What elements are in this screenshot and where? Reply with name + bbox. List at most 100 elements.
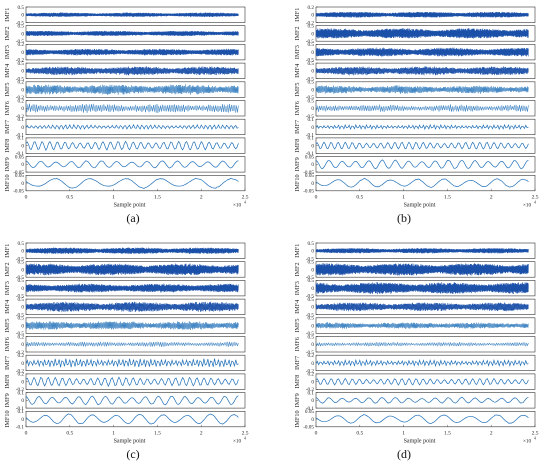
x-tick-label: 2 <box>490 430 493 436</box>
x-tick-label: 0 <box>315 430 318 436</box>
imf-row-imf8: 0.10 -0.1 IMF8 <box>294 136 536 157</box>
x-axis-exponent: ×10 <box>523 438 532 444</box>
signal-trace <box>315 123 529 131</box>
y-tick-label: 0 <box>311 143 314 149</box>
series-label: IMF1 <box>4 244 11 258</box>
y-tick-label: 0 <box>21 286 24 292</box>
y-tick-label: -0.05 <box>303 189 314 195</box>
series-label: IMF9 <box>294 157 301 171</box>
y-tick-label: 0.5 <box>308 80 315 86</box>
series-label: IMF4 <box>294 64 301 78</box>
y-tick-label: 0.05 <box>305 173 314 179</box>
y-tick-label: -0.5 <box>16 294 25 300</box>
series-label: IMF7 <box>294 120 301 134</box>
y-tick-label: 0 <box>21 162 24 168</box>
signal-trace <box>315 104 529 112</box>
signal-trace <box>315 248 529 254</box>
signal-trace <box>315 322 529 329</box>
signal-trace <box>25 247 239 255</box>
y-tick-label: 0.2 <box>308 353 315 359</box>
y-tick-label: 0 <box>311 323 314 329</box>
axes-frame <box>315 410 536 428</box>
y-tick-label: -0.1 <box>16 406 25 412</box>
signal-trace <box>315 66 529 76</box>
x-tick-label: 1.5 <box>444 430 451 436</box>
signal-trace <box>25 178 239 189</box>
series-label: IMF5 <box>4 318 11 332</box>
y-tick-label: 0.05 <box>305 409 314 415</box>
series-label: IMF10 <box>4 410 11 427</box>
series-label: IMF9 <box>4 393 11 407</box>
x-tick-label: 2.5 <box>532 430 539 436</box>
y-tick-label: 0.5 <box>308 42 315 48</box>
y-tick-label: 0 <box>21 181 24 187</box>
x-axis-exponent: ×10 <box>523 202 532 208</box>
x-tick-label: 0 <box>25 194 28 200</box>
y-tick-label: 0 <box>21 249 24 255</box>
y-tick-label: 0.1 <box>18 117 25 123</box>
y-tick-label: -0.5 <box>16 312 25 318</box>
y-tick-label: 0 <box>21 323 24 329</box>
y-tick-label: 0 <box>311 398 314 404</box>
x-tick-label: 1 <box>402 430 405 436</box>
y-tick-label: -0.1 <box>16 425 25 431</box>
y-tick-label: 0.1 <box>18 409 25 415</box>
y-tick-label: 0.1 <box>18 136 25 142</box>
y-tick-label: -0.5 <box>306 58 315 64</box>
y-tick-label: 0.5 <box>18 241 25 247</box>
y-tick-label: -0.1 <box>16 133 25 139</box>
signal-trace <box>315 11 529 18</box>
x-axis-label: Sample point <box>114 202 146 208</box>
signal-trace <box>25 395 239 406</box>
axes-frame <box>315 373 536 390</box>
chart-panel-0: 0.50-0.5IMF10.50-0.5IMF20.20-0.2IMF30.50… <box>4 5 249 209</box>
y-tick-label: 0.05 <box>305 154 314 160</box>
y-tick-label: 0 <box>311 181 314 187</box>
x-axis-exponent-power: 4 <box>534 436 536 440</box>
y-tick-label: 0 <box>311 342 314 348</box>
axes-frame <box>315 175 536 192</box>
y-tick-label: -0.2 <box>16 369 25 375</box>
y-tick-label: 0.5 <box>18 260 25 266</box>
y-tick-label: 0 <box>311 267 314 273</box>
y-tick-label: -0.2 <box>306 20 315 26</box>
y-tick-label: 0 <box>21 143 24 149</box>
series-label: IMF2 <box>294 262 301 276</box>
series-label: IMF3 <box>4 45 11 59</box>
y-tick-label: 0.1 <box>18 390 25 396</box>
y-tick-label: 0.5 <box>308 241 315 247</box>
y-tick-label: -0.2 <box>306 369 315 375</box>
signal-trace <box>25 283 239 293</box>
imf-row-imf3: 0.5 0 -0.5 IMF3 <box>294 42 536 64</box>
y-tick-label: 0.5 <box>18 5 25 11</box>
series-label: IMF3 <box>294 281 301 295</box>
signal-trace <box>315 414 529 425</box>
imf-row-imf10: 0.1 0 -0.1 IMF10 <box>4 409 246 431</box>
y-tick-label: -0.05 <box>303 425 314 431</box>
axes-frame <box>25 410 246 428</box>
signal-trace <box>25 140 239 152</box>
y-tick-label: 0 <box>21 31 24 37</box>
series-label: IMF6 <box>4 337 11 351</box>
series-label: IMF2 <box>4 262 11 276</box>
y-tick-label: 0.5 <box>308 260 315 266</box>
imf-row-imf1: 0.5 0-0.5 IMF1 <box>4 5 246 26</box>
signal-trace <box>25 160 239 169</box>
signal-trace <box>315 358 529 368</box>
x-tick-label: 1.5 <box>154 430 161 436</box>
y-tick-label: 0 <box>311 31 314 37</box>
axes-frame <box>25 118 246 135</box>
y-tick-label: 0.05 <box>15 173 24 179</box>
series-label: IMF1 <box>294 244 301 258</box>
imf-row-imf4: 0.5 0-0.5 IMF4 <box>4 61 246 82</box>
series-label: IMF3 <box>4 281 11 295</box>
signal-trace <box>25 358 239 368</box>
x-axis-label: Sample point <box>404 202 436 208</box>
y-tick-label: -0.05 <box>13 170 24 176</box>
y-tick-label: -0.5 <box>306 76 315 82</box>
